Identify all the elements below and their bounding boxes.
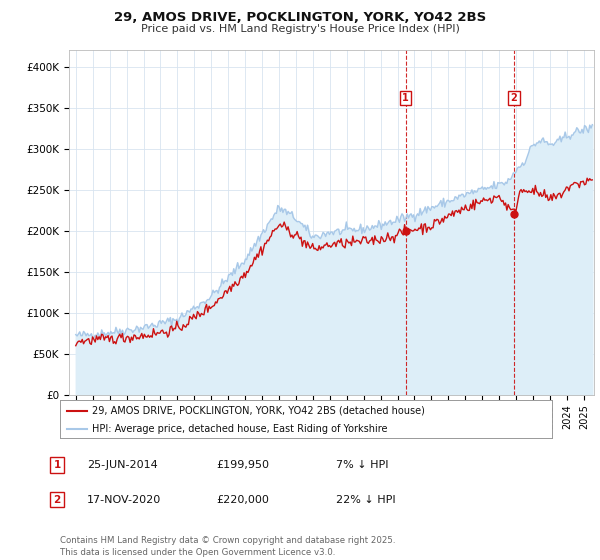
Text: Contains HM Land Registry data © Crown copyright and database right 2025.
This d: Contains HM Land Registry data © Crown c…	[60, 536, 395, 557]
Text: £199,950: £199,950	[216, 460, 269, 470]
Text: 1: 1	[403, 93, 409, 103]
Text: 2: 2	[53, 494, 61, 505]
Text: 29, AMOS DRIVE, POCKLINGTON, YORK, YO42 2BS (detached house): 29, AMOS DRIVE, POCKLINGTON, YORK, YO42 …	[92, 405, 425, 416]
Text: 2: 2	[511, 93, 517, 103]
Text: HPI: Average price, detached house, East Riding of Yorkshire: HPI: Average price, detached house, East…	[92, 424, 388, 434]
Text: Price paid vs. HM Land Registry's House Price Index (HPI): Price paid vs. HM Land Registry's House …	[140, 24, 460, 34]
Text: 25-JUN-2014: 25-JUN-2014	[87, 460, 158, 470]
Text: 29, AMOS DRIVE, POCKLINGTON, YORK, YO42 2BS: 29, AMOS DRIVE, POCKLINGTON, YORK, YO42 …	[114, 11, 486, 24]
Text: 17-NOV-2020: 17-NOV-2020	[87, 494, 161, 505]
Text: £220,000: £220,000	[216, 494, 269, 505]
Text: 22% ↓ HPI: 22% ↓ HPI	[336, 494, 395, 505]
Text: 1: 1	[53, 460, 61, 470]
Text: 7% ↓ HPI: 7% ↓ HPI	[336, 460, 389, 470]
